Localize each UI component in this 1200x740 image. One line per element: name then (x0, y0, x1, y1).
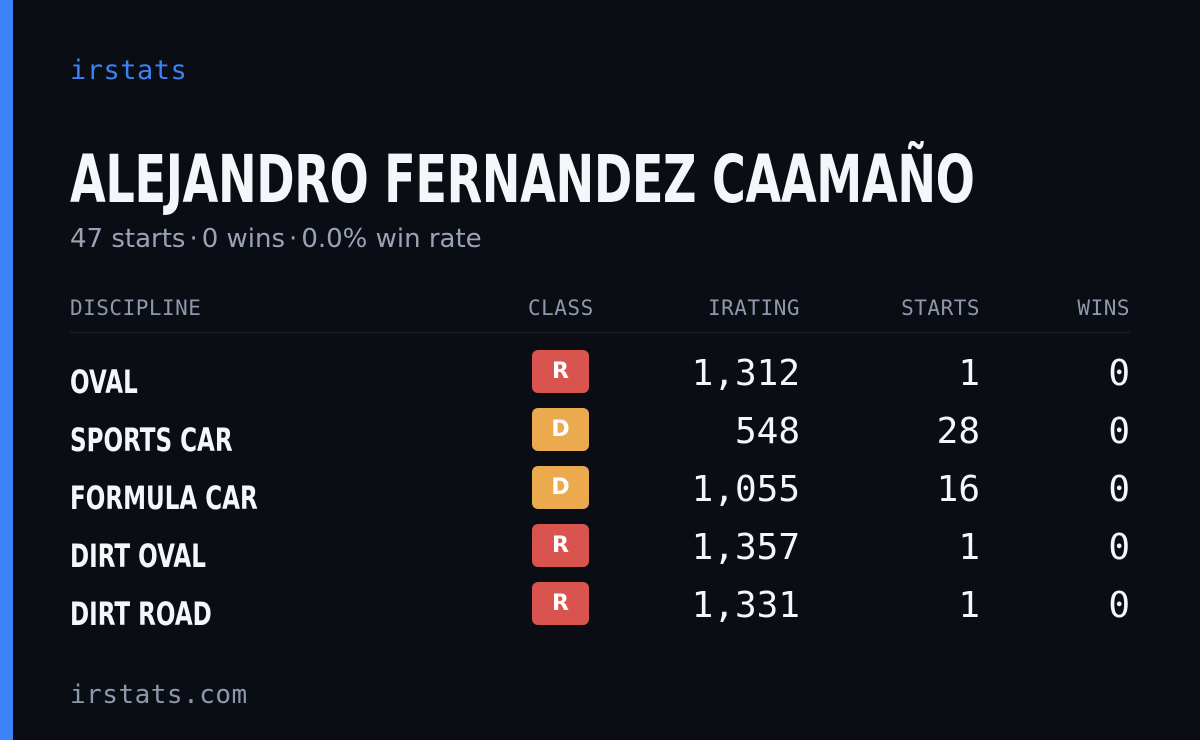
discipline-label: DIRT OVAL (70, 537, 206, 575)
starts-value: 16 (936, 469, 980, 510)
header-divider (70, 332, 1130, 333)
summary-separator: · (289, 224, 298, 254)
accent-bar (0, 0, 13, 740)
class-badge: R (532, 582, 589, 625)
discipline-label: DIRT ROAD (70, 595, 212, 633)
irating-value: 1,331 (691, 585, 800, 626)
wins-value: 0 (1108, 469, 1130, 510)
irating-value: 1,312 (691, 353, 800, 394)
table-row: DIRT ROAD R 1,331 1 0 (70, 582, 1130, 634)
summary-separator: · (189, 224, 198, 254)
header-starts: STARTS (901, 296, 980, 320)
discipline-label: FORMULA CAR (70, 479, 258, 517)
wins-value: 0 (1108, 585, 1130, 626)
class-badge: D (532, 408, 589, 451)
discipline-label: SPORTS CAR (70, 421, 233, 459)
class-badge: R (532, 524, 589, 567)
class-badge: R (532, 350, 589, 393)
starts-value: 1 (958, 527, 980, 568)
table-row: DIRT OVAL R 1,357 1 0 (70, 524, 1130, 576)
discipline-label: OVAL (70, 363, 138, 401)
driver-name: ALEJANDRO FERNANDEZ CAAMAÑO (70, 141, 975, 218)
wins-value: 0 (1108, 411, 1130, 452)
header-class: CLASS (528, 296, 594, 320)
irating-value: 1,357 (691, 527, 800, 568)
irating-value: 1,055 (691, 469, 800, 510)
wins-value: 0 (1108, 353, 1130, 394)
brand-logo[interactable]: irstats (70, 55, 188, 86)
table-row: SPORTS CAR D 548 28 0 (70, 408, 1130, 460)
header-irating: IRATING (707, 296, 800, 320)
wins-value: 0 (1108, 527, 1130, 568)
header-discipline: DISCIPLINE (70, 296, 202, 320)
driver-summary: 47 starts · 0 wins · 0.0% win rate (70, 224, 482, 254)
summary-wins: 0 wins (201, 224, 286, 254)
starts-value: 28 (936, 411, 980, 452)
table-row: OVAL R 1,312 1 0 (70, 350, 1130, 402)
summary-win-rate: 0.0% win rate (301, 224, 482, 254)
stats-card: irstats ALEJANDRO FERNANDEZ CAAMAÑO 47 s… (70, 0, 1130, 740)
irating-value: 548 (734, 411, 800, 452)
table-row: FORMULA CAR D 1,055 16 0 (70, 466, 1130, 518)
header-wins: WINS (1077, 296, 1130, 320)
starts-value: 1 (958, 353, 980, 394)
summary-starts: 47 starts (70, 224, 186, 254)
starts-value: 1 (958, 585, 980, 626)
footer-url[interactable]: irstats.com (70, 680, 248, 710)
table-header: DISCIPLINE CLASS IRATING STARTS WINS (70, 296, 1130, 326)
class-badge: D (532, 466, 589, 509)
